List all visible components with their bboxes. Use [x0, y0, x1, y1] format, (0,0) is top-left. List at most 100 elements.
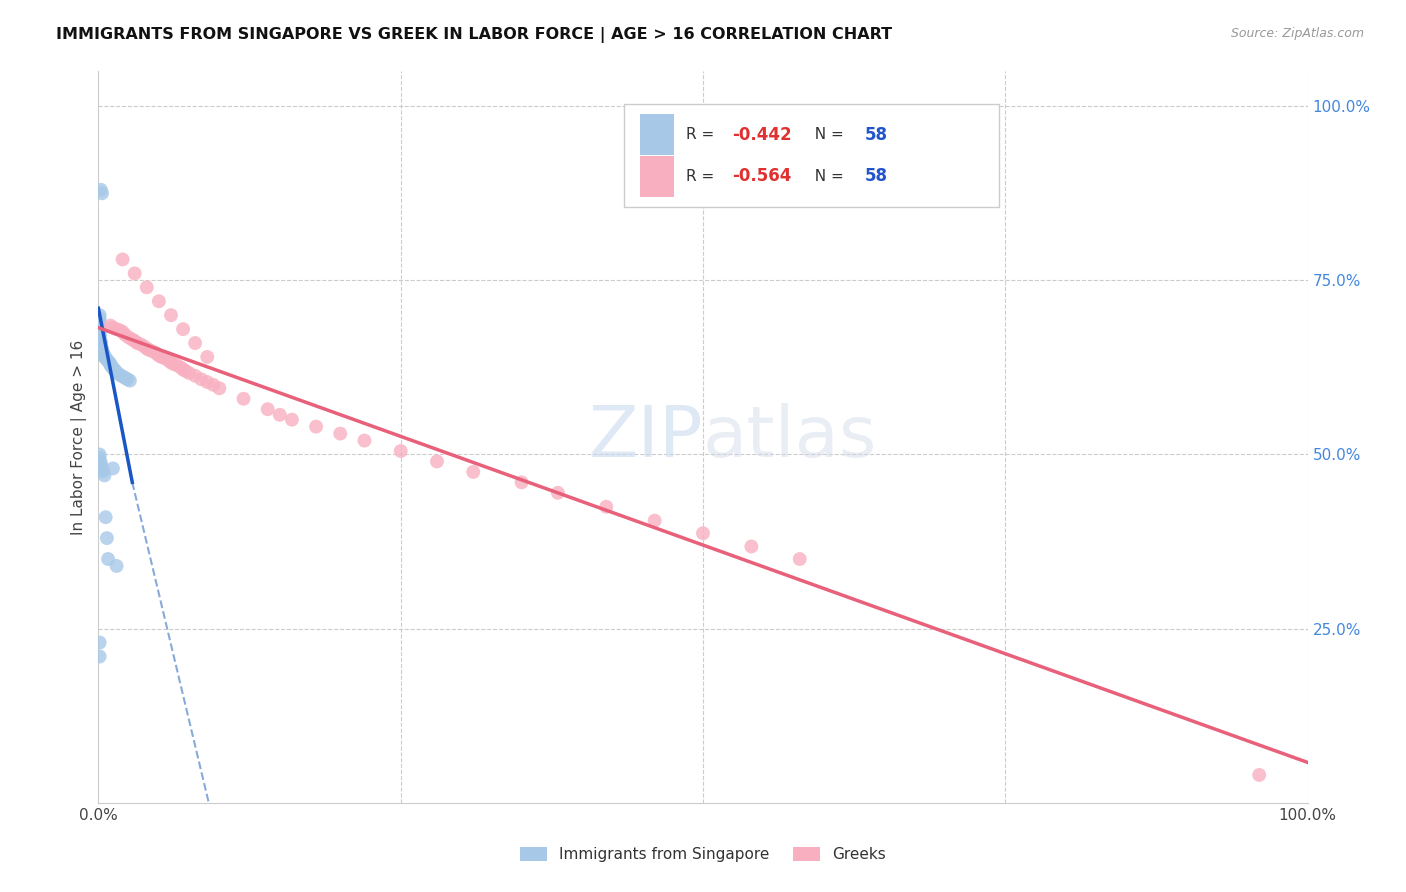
Point	[202, 377, 225, 392]
Point	[169, 360, 191, 375]
Point	[138, 343, 160, 357]
Point	[105, 322, 128, 336]
Point	[166, 359, 188, 373]
Point	[145, 346, 167, 360]
Point	[692, 526, 714, 541]
Point	[184, 336, 207, 351]
Text: Source: ZipAtlas.com: Source: ZipAtlas.com	[1230, 27, 1364, 40]
Point	[157, 353, 180, 368]
Point	[104, 364, 127, 378]
Point	[118, 374, 141, 388]
Point	[172, 322, 194, 336]
Point	[89, 311, 111, 326]
Point	[91, 342, 114, 356]
Text: R =: R =	[686, 169, 720, 184]
Point	[103, 362, 125, 376]
Text: -0.564: -0.564	[733, 168, 792, 186]
Point	[105, 365, 128, 379]
Point	[89, 448, 111, 462]
Point	[195, 350, 218, 364]
Point	[644, 514, 666, 528]
Point	[91, 463, 114, 477]
Point	[90, 339, 112, 353]
Point	[107, 367, 129, 381]
Point	[108, 324, 131, 338]
Point	[134, 339, 156, 353]
Point	[89, 330, 111, 344]
Point	[150, 350, 173, 364]
Text: atlas: atlas	[703, 402, 877, 472]
Point	[96, 531, 118, 545]
Point	[174, 364, 197, 378]
Point	[256, 402, 278, 417]
Point	[98, 355, 121, 369]
FancyBboxPatch shape	[640, 156, 673, 196]
Point	[91, 464, 114, 478]
Point	[89, 318, 111, 333]
Point	[162, 357, 184, 371]
Point	[108, 368, 131, 382]
Point	[160, 308, 183, 322]
Text: IMMIGRANTS FROM SINGAPORE VS GREEK IN LABOR FORCE | AGE > 16 CORRELATION CHART: IMMIGRANTS FROM SINGAPORE VS GREEK IN LA…	[56, 27, 893, 43]
Point	[89, 329, 111, 343]
Point	[89, 333, 111, 347]
Point	[89, 327, 111, 342]
FancyBboxPatch shape	[624, 104, 1000, 207]
Point	[117, 372, 139, 386]
Point	[91, 344, 114, 359]
Point	[184, 368, 207, 383]
Point	[89, 322, 111, 336]
Point	[111, 252, 134, 267]
Text: ZIP: ZIP	[589, 402, 703, 472]
Point	[232, 392, 254, 406]
Text: 58: 58	[865, 126, 889, 144]
Point	[93, 350, 115, 364]
Point	[124, 266, 146, 280]
Point	[94, 510, 117, 524]
Point	[97, 552, 120, 566]
Point	[89, 450, 111, 465]
Point	[97, 354, 120, 368]
Point	[89, 454, 111, 468]
Point	[142, 344, 165, 359]
Point	[172, 362, 194, 376]
Point	[789, 552, 811, 566]
Point	[111, 369, 134, 384]
Point	[90, 340, 112, 354]
Point	[96, 352, 118, 367]
Point	[114, 327, 136, 342]
Point	[305, 419, 328, 434]
Point	[740, 540, 762, 554]
Point	[93, 468, 115, 483]
FancyBboxPatch shape	[640, 114, 673, 154]
Point	[111, 325, 134, 339]
Point	[89, 649, 111, 664]
Y-axis label: In Labor Force | Age > 16: In Labor Force | Age > 16	[72, 340, 87, 534]
Point	[389, 444, 412, 458]
Point	[101, 320, 124, 334]
Point	[160, 355, 183, 369]
Point	[90, 456, 112, 470]
Point	[89, 315, 111, 329]
Point	[90, 337, 112, 351]
Point	[353, 434, 375, 448]
Point	[91, 347, 114, 361]
Text: R =: R =	[686, 127, 720, 142]
Point	[595, 500, 617, 514]
Point	[89, 308, 111, 322]
Point	[148, 294, 170, 309]
Point	[89, 635, 111, 649]
Point	[129, 337, 152, 351]
Point	[100, 359, 122, 373]
Point	[91, 186, 114, 201]
Text: N =: N =	[804, 127, 848, 142]
Point	[153, 351, 176, 366]
Point	[90, 458, 112, 472]
Point	[179, 366, 201, 380]
Point	[90, 336, 112, 351]
Point	[329, 426, 352, 441]
Point	[105, 558, 128, 573]
Point	[1249, 768, 1271, 782]
Point	[195, 375, 218, 389]
Point	[124, 334, 146, 348]
